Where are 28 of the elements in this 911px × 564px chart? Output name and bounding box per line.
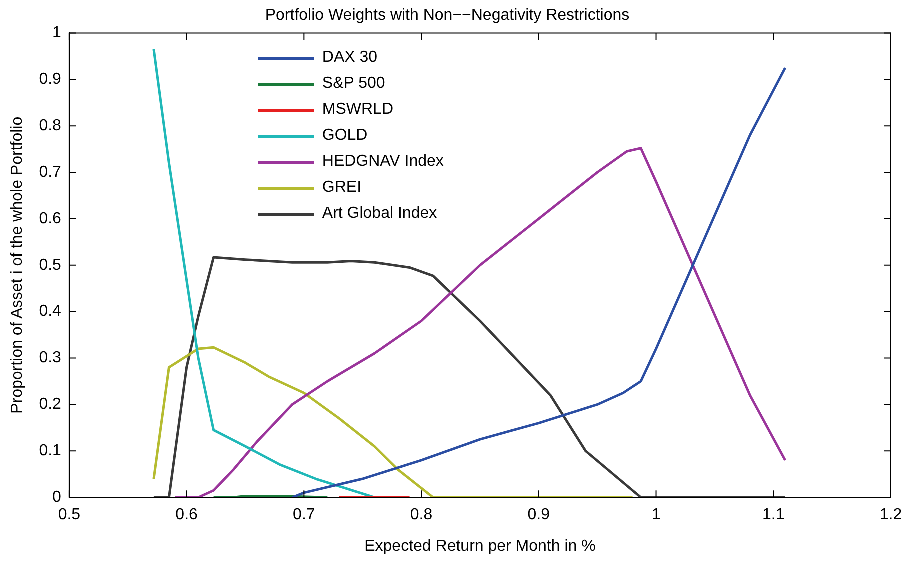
legend-label: MSWRLD: [322, 100, 394, 120]
y-tick-label: 0.3: [39, 350, 62, 367]
legend-label: DAX 30: [322, 48, 378, 68]
legend-label: GREI: [322, 178, 362, 198]
y-tick-label: 0.4: [39, 303, 62, 320]
x-tick-label: 0.9: [528, 506, 550, 524]
x-axis-title: Expected Return per Month in %: [364, 538, 596, 555]
y-tick-label: 0: [52, 489, 62, 506]
y-tick-label: 0.6: [39, 210, 62, 228]
x-tick-label: 1: [652, 506, 661, 524]
y-tick-label: 0.7: [39, 164, 62, 181]
y-tick-label: 1: [52, 24, 62, 42]
y-tick-label: 0.9: [39, 71, 62, 88]
x-tick-label: 0.7: [293, 506, 316, 524]
legend-label: Art Global Index: [322, 204, 438, 224]
x-tick-label: 0.8: [410, 506, 433, 524]
x-tick-label: 1.2: [880, 506, 902, 524]
chart-title: Portfolio Weights with Non−−Negativity Restrictions: [265, 7, 630, 24]
y-tick-label: 0.5: [39, 256, 62, 274]
x-tick-label: 0.6: [176, 506, 198, 524]
legend-label: S&P 500: [322, 74, 386, 94]
y-axis-title: Proportion of Asset i of the whole Portfolio: [9, 116, 26, 414]
legend-label: GOLD: [322, 126, 368, 146]
legend-label: HEDGNAV Index: [322, 152, 444, 172]
y-tick-label: 0.1: [39, 442, 62, 460]
y-tick-label: 0.8: [39, 117, 62, 134]
x-tick-label: 1.1: [762, 506, 785, 524]
y-tick-label: 0.2: [39, 396, 62, 414]
